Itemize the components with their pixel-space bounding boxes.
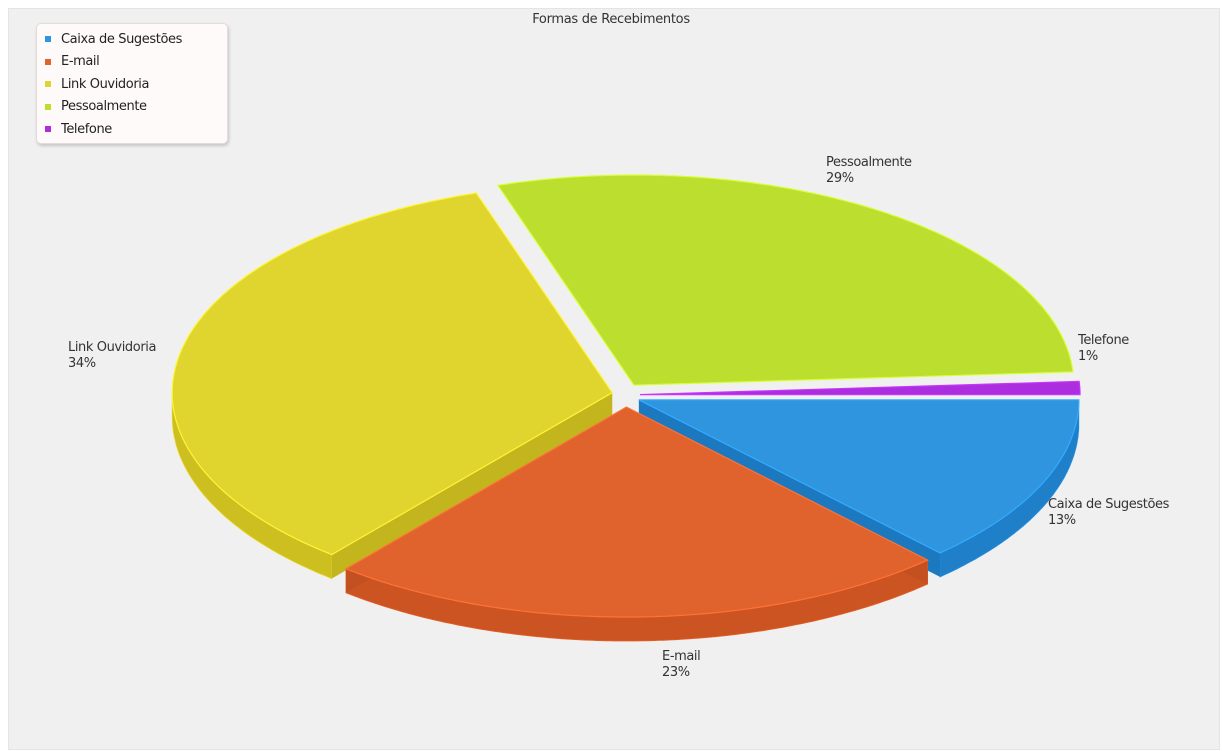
slice-label-value: 29% <box>826 171 854 186</box>
pie-slice <box>639 380 1081 396</box>
slice-label-value: 13% <box>1048 513 1076 528</box>
pie-slice <box>496 174 1074 386</box>
slice-label-name: Link Ouvidoria <box>68 340 156 355</box>
legend-item[interactable]: Telefone <box>45 118 227 141</box>
legend-label: Link Ouvidoria <box>61 76 150 92</box>
slice-label-name: Caixa de Sugestões <box>1048 497 1170 512</box>
chart-title: Formas de Recebimentos <box>532 12 690 27</box>
pie-slice <box>344 406 930 618</box>
legend-item[interactable]: Pessoalmente <box>45 96 227 119</box>
legend-item[interactable]: E-mail <box>45 51 227 74</box>
legend-swatch <box>45 81 51 88</box>
legend-label: E-mail <box>61 54 100 70</box>
legend-swatch <box>45 103 51 110</box>
slice-label-value: 34% <box>68 356 96 371</box>
pie-slice <box>638 399 1080 554</box>
legend-swatch <box>45 36 51 43</box>
slice-label-value: 23% <box>662 665 690 680</box>
legend-swatch <box>45 126 51 133</box>
slice-label-name: E-mail <box>662 649 700 664</box>
legend-label: Telefone <box>61 121 112 137</box>
pie-slice <box>171 192 614 556</box>
slice-label-name: Telefone <box>1077 333 1129 348</box>
legend-item[interactable]: Caixa de Sugestões <box>45 28 227 51</box>
legend: Caixa de Sugestões E-mail Link Ouvidoria… <box>36 23 228 144</box>
slice-label-name: Pessoalmente <box>826 155 912 170</box>
slice-label-value: 1% <box>1078 349 1098 364</box>
legend-label: Pessoalmente <box>61 99 147 115</box>
legend-label: Caixa de Sugestões <box>61 31 182 47</box>
legend-swatch <box>45 58 51 65</box>
pie-slice-edge <box>331 392 613 579</box>
legend-item[interactable]: Link Ouvidoria <box>45 73 227 96</box>
